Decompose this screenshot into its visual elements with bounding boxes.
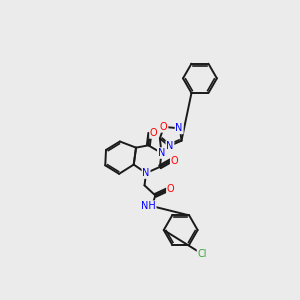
Text: N: N [176, 123, 183, 134]
Text: NH: NH [141, 201, 156, 211]
Text: N: N [166, 141, 174, 151]
Text: N: N [158, 148, 165, 158]
Text: O: O [160, 122, 168, 132]
Text: O: O [171, 156, 178, 166]
Text: O: O [150, 128, 158, 138]
Text: O: O [167, 184, 175, 194]
Text: N: N [142, 168, 150, 178]
Text: Cl: Cl [197, 249, 207, 259]
